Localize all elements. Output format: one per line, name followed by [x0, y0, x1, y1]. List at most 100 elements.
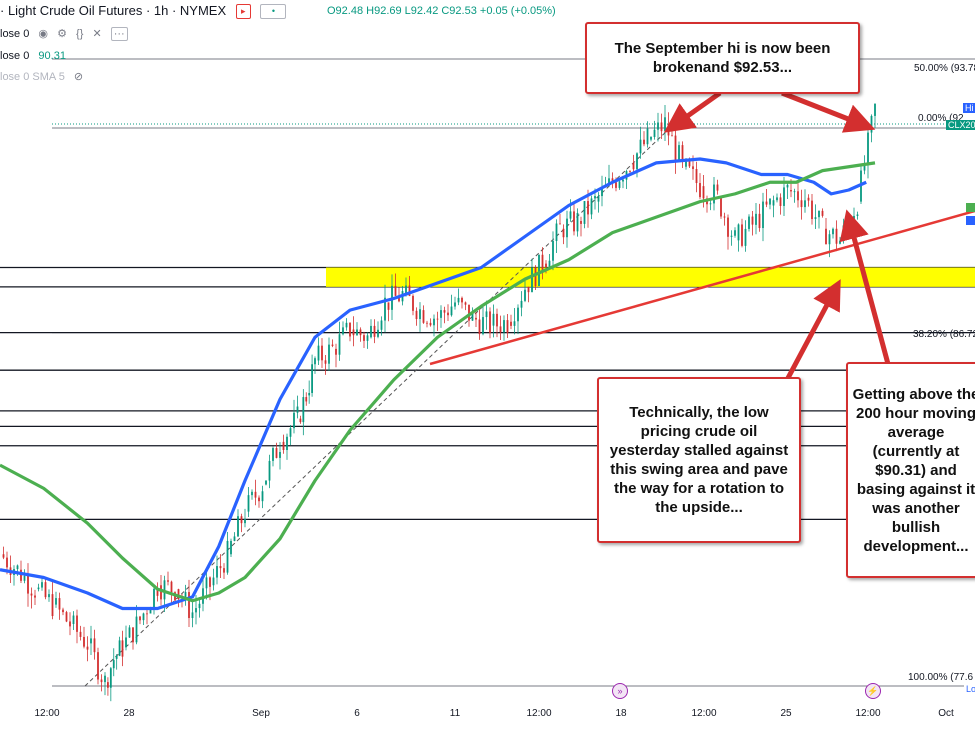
candle-body [457, 297, 460, 303]
candle-body [55, 598, 57, 605]
candle-body [692, 166, 694, 170]
candle-body [475, 317, 477, 320]
candle-body [503, 320, 505, 333]
candle-body [422, 310, 425, 323]
candle-body [415, 310, 418, 320]
candle-body [562, 228, 565, 238]
candle-body [793, 191, 796, 193]
x-tick: 12:00 [691, 708, 717, 719]
candle-body [447, 312, 449, 316]
candle-body [356, 329, 358, 336]
candle-body [377, 329, 379, 337]
settings-icon[interactable]: ⚙ [57, 28, 67, 40]
candle-body [153, 588, 155, 610]
symbol-title[interactable]: · Light Crude Oil Futures · 1h · NYMEX ▸… [0, 3, 287, 20]
candle-body [426, 322, 428, 324]
candle-body [702, 186, 705, 199]
candle-body [23, 575, 26, 581]
moving-averages [0, 157, 876, 611]
candle-body [188, 592, 190, 619]
code-icon[interactable]: {} [76, 28, 84, 40]
eye-icon[interactable]: ◉ [38, 28, 49, 40]
symbol-title-text: · Light Crude Oil Futures · 1h · NYMEX [0, 3, 227, 18]
candle-body [559, 223, 561, 225]
candle-body [597, 196, 600, 202]
candle-body [184, 592, 187, 601]
candle-body [419, 309, 421, 320]
candle-body [198, 603, 201, 609]
candle-body [331, 344, 334, 346]
candle-body [135, 616, 138, 643]
candle-body [583, 201, 586, 224]
lightning-icon[interactable]: ⚡ [865, 683, 881, 699]
candle-body [440, 310, 442, 318]
candle-body [69, 621, 71, 627]
fib-label-100: 100.00% (77.6 [908, 672, 974, 683]
candle-body [615, 182, 617, 188]
candle-body [251, 491, 253, 496]
candle-body [237, 516, 239, 537]
x-tick: 11 [449, 708, 461, 719]
candle-body [842, 225, 845, 241]
candle-body [240, 516, 243, 524]
candle-body [639, 139, 642, 154]
indicator-row-2[interactable]: lose 0 90.31 [0, 50, 66, 62]
candle-body [727, 217, 729, 237]
callout-arrows [663, 90, 891, 380]
candle-body [601, 187, 603, 197]
trendline [429, 209, 975, 366]
candle-body [790, 190, 792, 192]
candle-body [643, 139, 645, 145]
candle-body [671, 135, 673, 137]
close-icon[interactable]: ✕ [92, 28, 102, 40]
candle-body [115, 655, 118, 659]
candle-body [132, 627, 134, 643]
candle-body [121, 640, 124, 657]
x-tick: 12:00 [526, 708, 552, 719]
candle-body [622, 179, 624, 182]
x-tick: 25 [780, 708, 792, 719]
candle-body [695, 169, 698, 184]
price-tag: CLX20 [946, 120, 975, 130]
trendlines [429, 209, 975, 366]
more-icon[interactable]: ··· [110, 27, 128, 41]
ma200-line [0, 161, 876, 603]
candle-body [293, 412, 295, 429]
candle-body [338, 334, 341, 355]
candle-body [786, 184, 789, 188]
candle-body [272, 448, 274, 461]
candle-body [555, 223, 558, 241]
candle-body [811, 200, 813, 220]
candle-body [461, 297, 463, 303]
candle-body [576, 212, 579, 232]
candle-body [244, 518, 246, 524]
candle-body [608, 178, 610, 185]
candle-body [352, 329, 355, 336]
candle-body [93, 638, 96, 653]
candle-body [478, 319, 481, 335]
event-icon[interactable]: » [612, 683, 628, 699]
indicator-row-1[interactable]: lose 0 ◉ ⚙ {} ✕ ··· [0, 27, 128, 41]
candle-body [219, 566, 222, 569]
candle-body [90, 638, 92, 644]
candle-body [429, 322, 432, 326]
candle-body [751, 216, 754, 225]
candle-body [660, 122, 663, 132]
candle-body [594, 196, 596, 199]
candle-body [713, 184, 715, 204]
candle-body [345, 322, 348, 328]
candle-body [758, 213, 761, 229]
candle-body [825, 228, 827, 245]
hidden-eye-icon[interactable]: ⊘ [73, 71, 84, 83]
candle-body [797, 191, 799, 201]
fib-diagonal [84, 127, 671, 687]
flag-icon[interactable]: ▸ [235, 4, 251, 20]
swing-area [326, 267, 975, 287]
candle-body [167, 580, 169, 582]
callout-arrow [839, 209, 891, 365]
candle-body [324, 360, 327, 364]
candle-body [685, 159, 687, 167]
candle-body [776, 197, 778, 201]
candle-body [321, 345, 323, 361]
indicator-row-3[interactable]: lose 0 SMA 5 ⊘ [0, 70, 83, 83]
